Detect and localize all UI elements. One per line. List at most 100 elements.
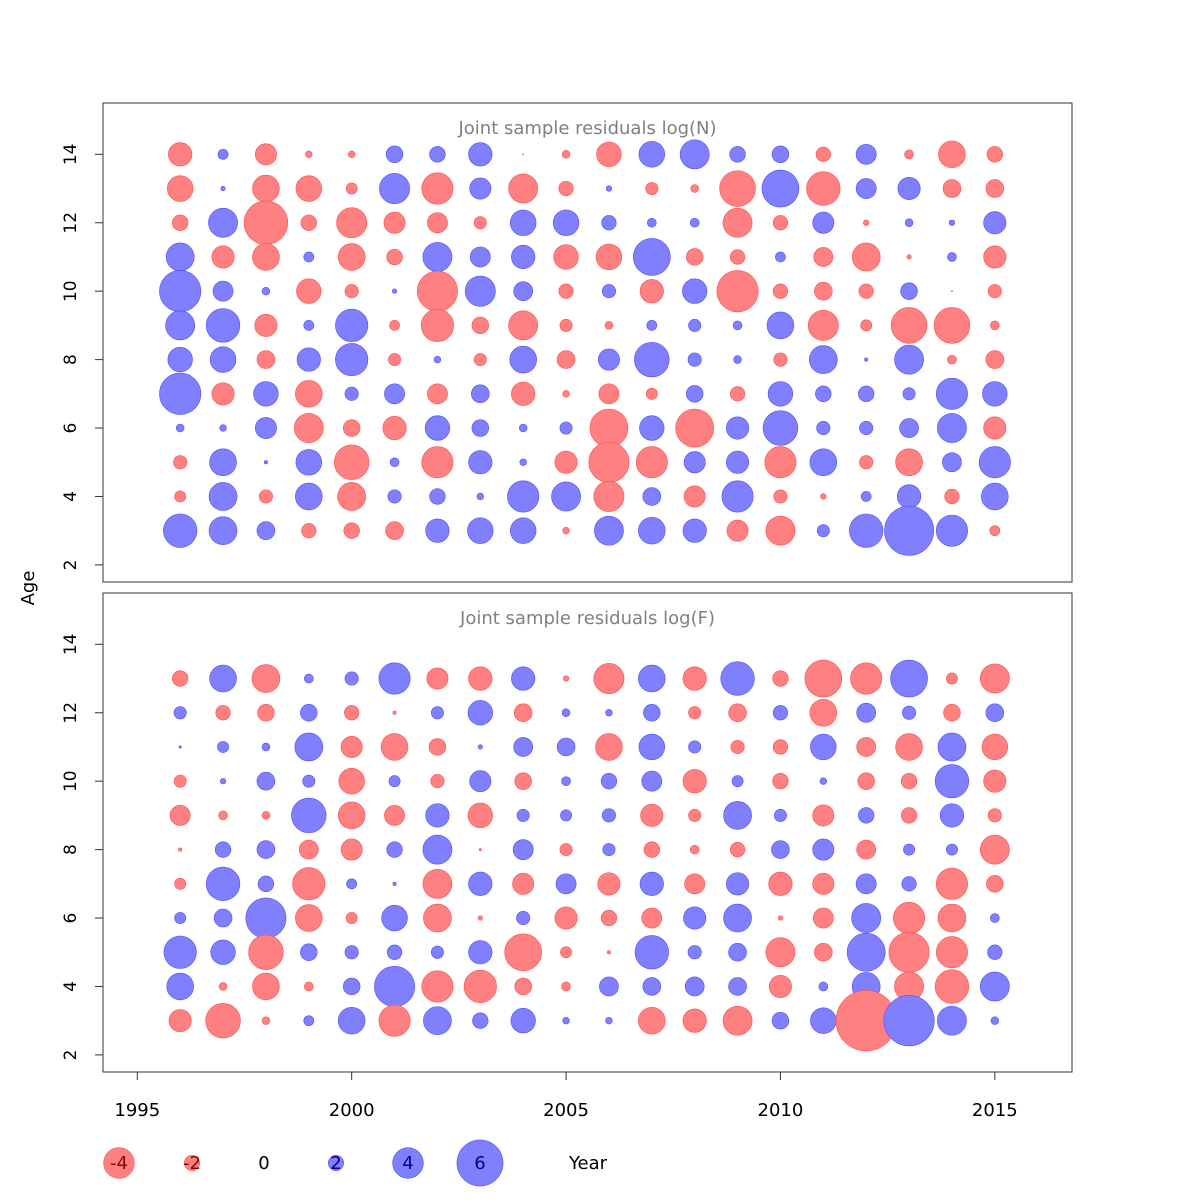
bubble-2011-age-5 [809, 448, 838, 476]
bubble-2005-age-3 [562, 1017, 570, 1025]
bubble-2002-age-13 [426, 667, 449, 690]
bubble-1998-age-10 [256, 771, 276, 791]
bubble-2004-age-7 [511, 381, 536, 406]
bubble-2008-age-5 [683, 451, 706, 474]
bubble-1996-age-6 [174, 912, 187, 924]
bubble-2003-age-8 [473, 353, 487, 367]
bubble-1997-age-10 [219, 778, 227, 785]
bubble-2006-age-8 [602, 843, 616, 857]
legend-bubble [184, 1155, 200, 1171]
bubble-2005-age-13 [558, 180, 574, 197]
legend-bubble [392, 1147, 424, 1179]
bubble-1997-age-3 [208, 516, 238, 545]
bubble-1999-age-8 [296, 347, 321, 372]
panel-1: Joint sample residuals log(N) 2 4 6 8 10 12 14 [61, 102, 1073, 583]
bubble-2009-age-9 [732, 320, 743, 331]
bubble-2009-age-10 [731, 775, 744, 788]
bubble-1998-age-12 [243, 200, 289, 245]
bubble-2000-age-4 [337, 482, 366, 511]
bubble-2004-age-6 [516, 911, 531, 926]
bubble-2005-age-4 [561, 981, 571, 992]
bubble-1999-age-8 [298, 839, 319, 860]
bubble-1997-age-13 [209, 664, 237, 693]
bubble-2010-age-7 [768, 871, 793, 896]
bubble-2014-age-11 [947, 252, 957, 262]
bubble-2011-age-3 [816, 524, 830, 538]
bubble-2010-age-5 [764, 446, 797, 479]
bubble-2013-age-7 [901, 876, 917, 892]
bubble-2005-age-8 [556, 350, 576, 369]
panel-frame [102, 592, 1073, 1073]
x-tick-label: 2005 [543, 1100, 589, 1121]
bubble-2008-age-14 [679, 139, 710, 170]
bubble-2010-age-6 [762, 410, 799, 446]
bubble-2008-age-4 [683, 485, 706, 508]
bubble-2009-age-4 [728, 977, 747, 996]
bubble-2009-age-13 [719, 170, 756, 207]
bubble-1996-age-3 [163, 513, 198, 548]
bubble-2013-age-4 [897, 484, 922, 509]
bubble-2014-age-3 [935, 514, 968, 547]
bubble-2007-age-14 [638, 141, 665, 168]
x-axis-label: Year [568, 1153, 608, 1174]
bubble-2003-age-10 [464, 275, 496, 307]
bubble-2001-age-5 [389, 457, 400, 468]
bubble-2015-age-4 [981, 482, 1009, 511]
bubble-2014-age-5 [942, 452, 962, 473]
bubble-2003-age-9 [471, 316, 490, 335]
y-tick-label: 8 [61, 844, 81, 855]
bubble-2001-age-4 [374, 966, 416, 1007]
bubble-2006-age-7 [597, 872, 621, 896]
bubble-2014-age-4 [934, 969, 970, 1004]
bubble-2001-age-7 [384, 383, 405, 405]
bubble-2001-age-10 [388, 775, 401, 788]
bubble-2014-age-9 [933, 307, 971, 344]
bubble-1996-age-9 [165, 310, 196, 341]
bubble-2015-age-7 [986, 875, 1004, 893]
bubble-2011-age-14 [815, 146, 831, 162]
bubble-2000-age-13 [345, 182, 358, 195]
bubble-2003-age-7 [471, 384, 490, 404]
bubble-2006-age-6 [600, 909, 618, 927]
bubble-2003-age-4 [463, 969, 497, 1004]
bubble-2013-age-10 [900, 282, 918, 300]
bubble-2001-age-4 [387, 489, 402, 504]
bubble-2006-age-12 [605, 709, 613, 717]
bubble-2007-age-3 [638, 516, 666, 545]
bubble-2008-age-11 [688, 740, 702, 754]
bubble-1997-age-7 [211, 382, 235, 406]
bubble-1998-age-6 [254, 417, 277, 439]
bubble-2006-age-5 [606, 950, 611, 955]
bubble-2010-age-13 [772, 670, 789, 687]
bubble-2005-age-11 [556, 737, 576, 757]
bubble-1998-age-12 [257, 704, 275, 722]
bubble-2012-age-8 [864, 357, 869, 362]
bubble-2011-age-6 [816, 421, 831, 436]
bubble-2009-age-10 [716, 270, 759, 313]
bubble-2008-age-13 [690, 184, 699, 193]
bubble-1999-age-4 [304, 981, 314, 992]
y-tick-label: 6 [61, 913, 81, 924]
y-tick-label: 2 [61, 559, 81, 570]
bubble-2015-age-3 [990, 1016, 1000, 1025]
bubble-2009-age-6 [723, 903, 752, 933]
bubble-1998-age-13 [251, 664, 281, 693]
bubble-1999-age-7 [292, 867, 326, 901]
bubble-2008-age-12 [689, 217, 700, 228]
bubble-2012-age-12 [863, 219, 870, 226]
bubble-2006-age-14 [596, 141, 622, 167]
bubble-2005-age-8 [559, 843, 573, 857]
bubble-2011-age-11 [813, 247, 834, 267]
bubble-2004-age-6 [518, 423, 528, 433]
bubble-1997-age-14 [217, 148, 229, 160]
bubble-2003-age-6 [471, 419, 490, 437]
bubble-2000-age-8 [335, 343, 369, 377]
bubble-2005-age-14 [561, 150, 571, 159]
bubble-2004-age-4 [507, 480, 540, 513]
bubble-2001-age-12 [392, 710, 397, 715]
bubble-2014-age-5 [935, 936, 968, 969]
bubble-2015-age-8 [985, 350, 1005, 369]
bubble-2004-age-5 [504, 933, 542, 972]
bubble-1998-age-9 [254, 313, 278, 337]
bubble-2001-age-9 [384, 805, 405, 826]
